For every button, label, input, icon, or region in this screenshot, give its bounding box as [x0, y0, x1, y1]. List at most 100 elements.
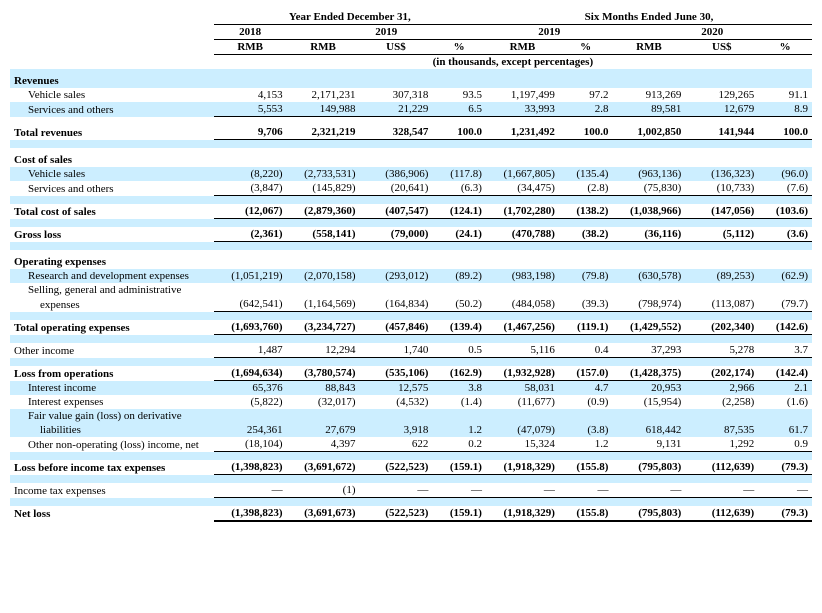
cell: (3.8) [559, 423, 613, 437]
cell: 0.5 [432, 343, 486, 358]
cell: 618,442 [612, 423, 685, 437]
cell: (1.6) [758, 395, 812, 409]
label-cos-vehicle: Vehicle sales [10, 167, 214, 181]
cell: (1,918,329) [486, 460, 559, 475]
cell: (142.4) [758, 366, 812, 381]
cell: (155.8) [559, 506, 613, 521]
header-caption-row: (in thousands, except percentages) [10, 55, 812, 70]
label-opex: Operating expenses [10, 250, 214, 269]
cell: (1,932,928) [486, 366, 559, 381]
cell: (7.6) [758, 181, 812, 196]
cell: (75,830) [612, 181, 685, 196]
hdr-pct-2: % [559, 40, 613, 55]
cell: 6.5 [432, 102, 486, 117]
cell: (5,112) [685, 227, 758, 242]
cell: 21,229 [359, 102, 432, 117]
cell: (32,017) [287, 395, 360, 409]
row-other-income: Other income 1,487 12,294 1,740 0.5 5,11… [10, 343, 812, 358]
cell: (1,398,823) [214, 460, 287, 475]
cell: — [486, 483, 559, 498]
cell: (79.7) [758, 297, 812, 312]
label-total-cost-sales: Total cost of sales [10, 204, 214, 219]
header-2020: 2020 [612, 25, 812, 40]
cell: 65,376 [214, 381, 287, 396]
cell: (470,788) [486, 227, 559, 242]
row-other-nonop: Other non-operating (loss) income, net (… [10, 437, 812, 452]
cell: (0.9) [559, 395, 613, 409]
cell: (484,058) [486, 297, 559, 312]
cell: 12,679 [685, 102, 758, 117]
cell: 0.9 [758, 437, 812, 452]
cell: 141,944 [685, 125, 758, 140]
row-revenues-header: Revenues [10, 69, 812, 88]
cell: (3,234,727) [287, 320, 360, 335]
cell: (2,733,531) [287, 167, 360, 181]
cell: (8,220) [214, 167, 287, 181]
hdr-rmb-2: RMB [287, 40, 360, 55]
cell: (142.6) [758, 320, 812, 335]
cell: (1,038,966) [612, 204, 685, 219]
cell: 149,988 [287, 102, 360, 117]
cell: (630,578) [612, 269, 685, 283]
cell: (62.9) [758, 269, 812, 283]
cell: 1,487 [214, 343, 287, 358]
row-total-revenues: Total revenues 9,706 2,321,219 328,547 1… [10, 125, 812, 140]
hdr-rmb-1: RMB [214, 40, 287, 55]
label-net-loss: Net loss [10, 506, 214, 521]
cell: 9,131 [612, 437, 685, 452]
cell: (96.0) [758, 167, 812, 181]
row-interest-income: Interest income 65,376 88,843 12,575 3.8… [10, 381, 812, 396]
cell: 100.0 [758, 125, 812, 140]
row-interest-expense: Interest expenses (5,822) (32,017) (4,53… [10, 395, 812, 409]
cell: 254,361 [214, 423, 287, 437]
cell: (15,954) [612, 395, 685, 409]
cell: (47,079) [486, 423, 559, 437]
label-sga-2: expenses [10, 297, 214, 312]
header-2019: 2019 [287, 25, 486, 40]
cell: (1,398,823) [214, 506, 287, 521]
label-vehicle-sales: Vehicle sales [10, 88, 214, 102]
cell: (3,691,673) [287, 506, 360, 521]
cell: 87,535 [685, 423, 758, 437]
header-2019b: 2019 [486, 25, 612, 40]
cell: (963,136) [612, 167, 685, 181]
cell: (522,523) [359, 506, 432, 521]
row-fv-line2: liabilities 254,361 27,679 3,918 1.2 (47… [10, 423, 812, 437]
row-fv-line1: Fair value gain (loss) on derivative [10, 409, 812, 423]
cell: (10,733) [685, 181, 758, 196]
hdr-rmb-3: RMB [486, 40, 559, 55]
row-cos-services: Services and others (3,847) (145,829) (2… [10, 181, 812, 196]
cell: (135.4) [559, 167, 613, 181]
label-services-others: Services and others [10, 102, 214, 117]
cell: (79.3) [758, 460, 812, 475]
cell: — [685, 483, 758, 498]
cell: 0.2 [432, 437, 486, 452]
cell: 12,294 [287, 343, 360, 358]
cell: (1,164,569) [287, 297, 360, 312]
cell: (457,846) [359, 320, 432, 335]
cell: 100.0 [432, 125, 486, 140]
cell: — [559, 483, 613, 498]
row-vehicle-sales: Vehicle sales 4,153 2,171,231 307,318 93… [10, 88, 812, 102]
cell: — [432, 483, 486, 498]
row-sga-line1: Selling, general and administrative [10, 283, 812, 297]
cell: 91.1 [758, 88, 812, 102]
cell: 4,153 [214, 88, 287, 102]
cell: (139.4) [432, 320, 486, 335]
cell: 3.8 [432, 381, 486, 396]
cell: 58,031 [486, 381, 559, 396]
cell: 20,953 [612, 381, 685, 396]
cell: 1.2 [559, 437, 613, 452]
cell: 2,171,231 [287, 88, 360, 102]
cell: 89,581 [612, 102, 685, 117]
cell: (147,056) [685, 204, 758, 219]
cell: (522,523) [359, 460, 432, 475]
label-fv-2: liabilities [10, 423, 214, 437]
cell: (795,803) [612, 506, 685, 521]
cell: (159.1) [432, 460, 486, 475]
cell: 307,318 [359, 88, 432, 102]
cell: 2,321,219 [287, 125, 360, 140]
label-total-revenues: Total revenues [10, 125, 214, 140]
cell: (3,847) [214, 181, 287, 196]
cell: 5,278 [685, 343, 758, 358]
